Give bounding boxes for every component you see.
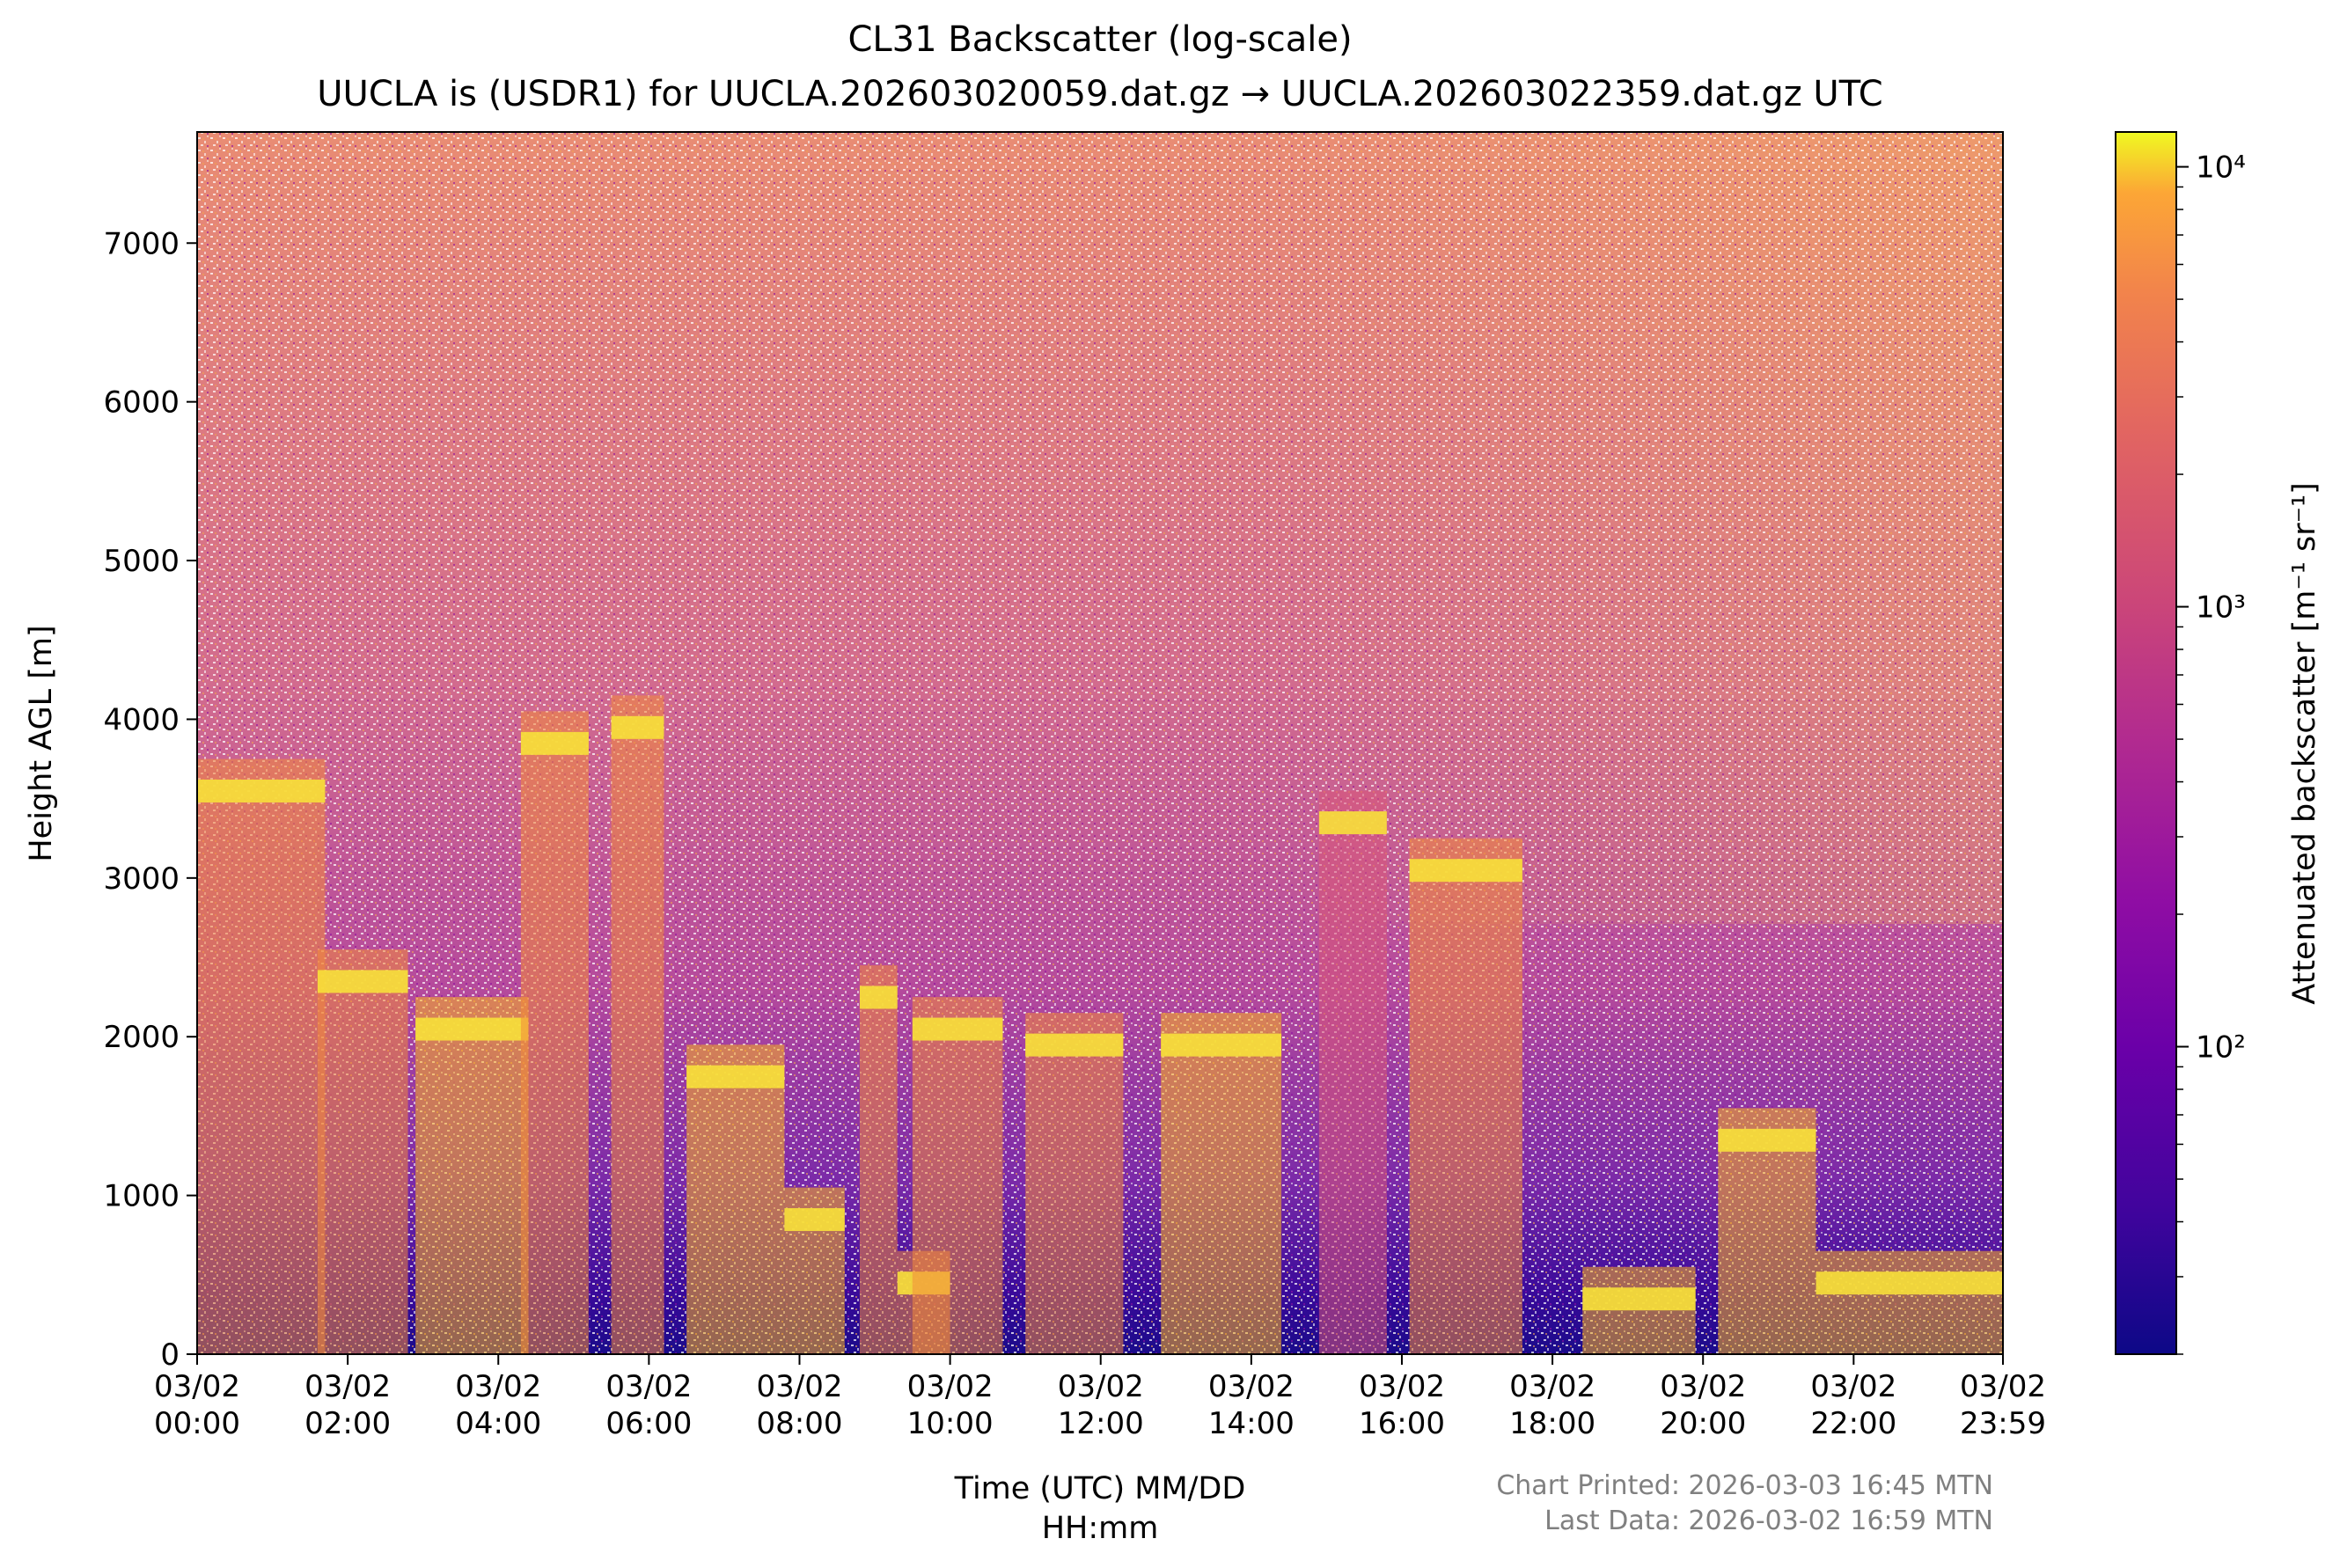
colorbar-tick-label: 10³: [2196, 590, 2246, 626]
cloud-column: [317, 949, 408, 1354]
x-tick-date: 03/02: [1660, 1369, 1746, 1404]
cloud-column: [1582, 1266, 1696, 1354]
cloud-base: [1582, 1287, 1696, 1311]
cloud-base: [1318, 811, 1387, 835]
colorbar-ticks: 10² 10³ 10⁴: [2176, 150, 2246, 1355]
x-tick-time: 23:59: [1960, 1406, 2046, 1441]
x-axis-label-line1: Time (UTC) MM/DD: [954, 1471, 1246, 1506]
cloud-base: [1718, 1128, 1816, 1152]
cloud-column: [611, 695, 664, 1354]
y-tick-label: 1000: [103, 1179, 180, 1214]
cloud-base: [520, 731, 589, 755]
x-tick-date: 03/02: [304, 1369, 391, 1404]
cloud-base: [1025, 1033, 1124, 1057]
cloud-base: [197, 779, 326, 802]
cloud-column: [415, 997, 529, 1354]
cloud-column: [912, 997, 1003, 1354]
y-tick-label: 4000: [103, 702, 180, 737]
y-tick-label: 7000: [103, 226, 180, 261]
chart-subtitle: UUCLA is (USDR1) for UUCLA.202603020059.…: [317, 74, 1882, 114]
cloud-column: [1025, 1013, 1124, 1354]
cloud-base: [1816, 1271, 2003, 1295]
cloud-column: [1816, 1250, 2003, 1354]
cloud-base: [1161, 1033, 1282, 1057]
x-tick-time: 00:00: [154, 1406, 240, 1441]
x-tick-date: 03/02: [1509, 1369, 1595, 1404]
x-axis: 03/0200:0003/0202:0003/0204:0003/0206:00…: [154, 1354, 2046, 1441]
x-tick-date: 03/02: [1810, 1369, 1896, 1404]
x-tick-date: 03/02: [1359, 1369, 1445, 1404]
x-tick-time: 16:00: [1359, 1406, 1445, 1441]
cloud-layer-group: [197, 695, 2003, 1354]
colorbar-tick-label: 10⁴: [2196, 150, 2246, 186]
colorbar-label: Attenuated backscatter [m⁻¹ sr⁻¹]: [2287, 482, 2322, 1004]
cloud-base: [317, 970, 408, 993]
y-tick-label: 6000: [103, 385, 180, 421]
cloud-column: [686, 1044, 785, 1354]
cloud-column: [1409, 838, 1522, 1354]
cloud-column: [197, 758, 326, 1354]
plot-area: [197, 132, 2003, 1354]
colorbar: [2115, 131, 2177, 1355]
x-tick-date: 03/02: [1960, 1369, 2046, 1404]
x-tick-date: 03/02: [455, 1369, 541, 1404]
x-tick-time: 22:00: [1810, 1406, 1896, 1441]
cloud-base: [912, 1017, 1003, 1041]
x-tick-date: 03/02: [907, 1369, 994, 1404]
y-tick-label: 0: [160, 1337, 180, 1373]
y-tick-label: 5000: [103, 544, 180, 579]
chart-printed-note: Chart Printed: 2026-03-03 16:45 MTN: [1496, 1470, 1993, 1501]
x-axis-label-line2: HH:mm: [1042, 1511, 1159, 1546]
cloud-column: [520, 711, 589, 1354]
y-axis: 0 1000 2000 3000 4000 5000 6000 7000: [103, 226, 197, 1373]
cloud-base: [611, 715, 664, 739]
cloud-base: [1409, 859, 1522, 883]
cloud-base: [784, 1208, 845, 1232]
x-tick-date: 03/02: [1208, 1369, 1295, 1404]
cloud-base: [686, 1065, 785, 1088]
x-tick-date: 03/02: [756, 1369, 842, 1404]
x-tick-time: 12:00: [1058, 1406, 1144, 1441]
cloud-base: [415, 1017, 529, 1041]
x-tick-time: 14:00: [1208, 1406, 1295, 1441]
y-tick-label: 2000: [103, 1020, 180, 1055]
chart-title: CL31 Backscatter (log-scale): [847, 19, 1352, 60]
last-data-note: Last Data: 2026-03-02 16:59 MTN: [1544, 1506, 1993, 1536]
x-tick-date: 03/02: [154, 1369, 240, 1404]
cloud-base: [859, 985, 898, 1009]
colorbar-tick-label: 10²: [2196, 1030, 2246, 1066]
x-tick-time: 02:00: [304, 1406, 391, 1441]
x-tick-time: 10:00: [907, 1406, 994, 1441]
x-tick-time: 08:00: [756, 1406, 842, 1441]
x-tick-time: 18:00: [1509, 1406, 1595, 1441]
x-tick-date: 03/02: [605, 1369, 692, 1404]
y-tick-label: 3000: [103, 861, 180, 897]
cloud-column: [1161, 1013, 1282, 1354]
cloud-column: [1318, 790, 1387, 1354]
x-tick-date: 03/02: [1058, 1369, 1144, 1404]
cloud-column: [859, 965, 898, 1354]
x-tick-time: 06:00: [605, 1406, 692, 1441]
x-tick-time: 20:00: [1660, 1406, 1746, 1441]
x-tick-time: 04:00: [455, 1406, 541, 1441]
y-axis-label: Height AGL [m]: [24, 625, 59, 861]
